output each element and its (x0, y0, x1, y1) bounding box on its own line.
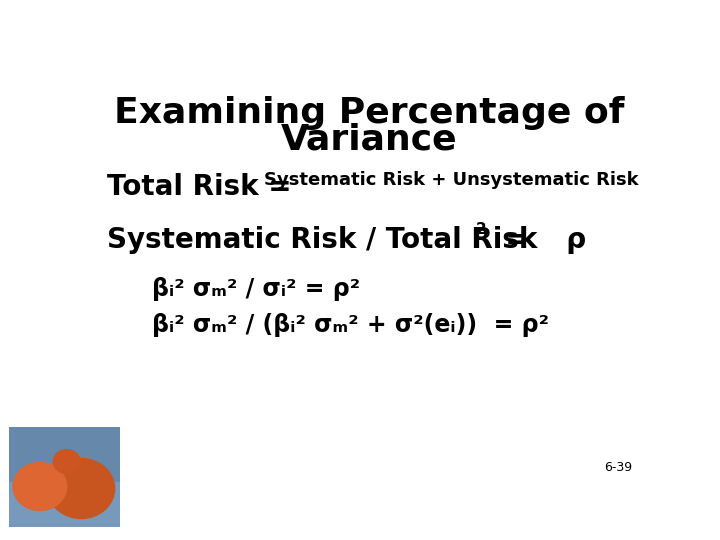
Polygon shape (9, 427, 120, 526)
Text: βᵢ² σₘ² / σᵢ² = ρ²: βᵢ² σₘ² / σᵢ² = ρ² (152, 276, 360, 301)
Circle shape (13, 463, 67, 510)
Text: Variance: Variance (281, 123, 457, 157)
Text: βᵢ² σₘ² / (βᵢ² σₘ² + σ²(eᵢ))  = ρ²: βᵢ² σₘ² / (βᵢ² σₘ² + σ²(eᵢ)) = ρ² (152, 313, 549, 337)
Text: Total Risk =: Total Risk = (107, 173, 301, 200)
Text: Systematic Risk / Total Risk   ρ: Systematic Risk / Total Risk ρ (107, 226, 586, 254)
Text: Examining Percentage of: Examining Percentage of (114, 96, 624, 130)
Circle shape (53, 450, 80, 474)
Circle shape (48, 458, 114, 518)
Polygon shape (9, 482, 120, 526)
Text: Systematic Risk + Unsystematic Risk: Systematic Risk + Unsystematic Risk (264, 171, 639, 189)
Text: 6-39: 6-39 (604, 462, 632, 475)
Text: =: = (486, 226, 528, 254)
Text: 2: 2 (476, 222, 487, 237)
